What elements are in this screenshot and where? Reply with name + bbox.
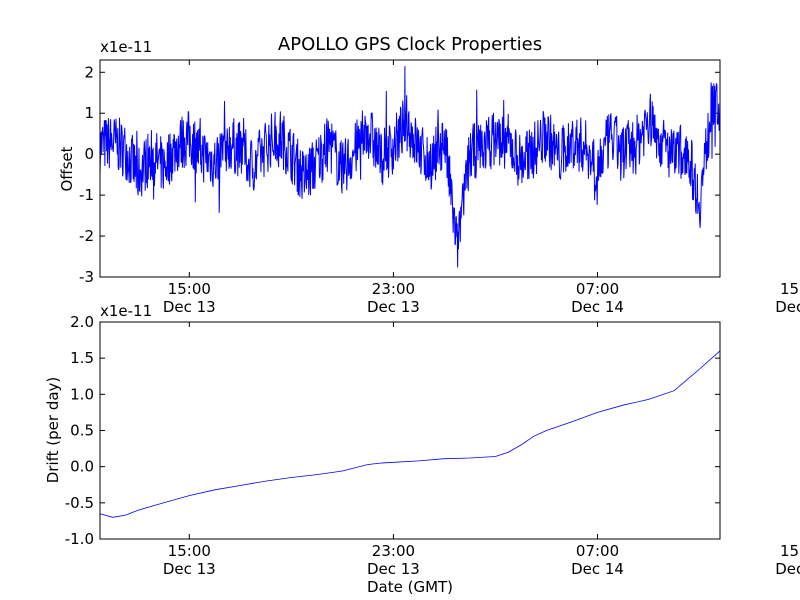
drift-plot-frame	[99, 321, 721, 540]
offset-x-tick-time: 07:00	[576, 280, 619, 298]
offset-y-axis-label: Offset	[58, 146, 76, 191]
offset-y-tick-label: 2	[84, 63, 94, 81]
drift-x-tick-date: Dec 14	[571, 560, 624, 578]
offset-panel: APOLLO GPS Clock Properties x1e-11 Offse…	[58, 34, 800, 316]
offset-x-tick-date: Dec 13	[163, 298, 216, 316]
drift-y-axis-label: Drift (per day)	[44, 377, 62, 484]
offset-y-tick-label: -3	[79, 268, 94, 286]
drift-x-tick-time: 15:00	[168, 542, 211, 560]
chart-title: APOLLO GPS Clock Properties	[278, 34, 542, 55]
offset-x-tick-date: Dec 14	[571, 298, 624, 316]
drift-y-tick-label: 0.0	[70, 458, 94, 476]
offset-x-tick-time: 15:00	[168, 280, 211, 298]
drift-series-line	[99, 322, 721, 518]
offset-x-tick-date: Dec 14	[775, 298, 800, 316]
offset-plot-frame	[99, 59, 721, 278]
drift-y-tick-label: 0.5	[70, 422, 94, 440]
drift-x-tick-time: 07:00	[576, 542, 619, 560]
offset-x-tick-time: 23:00	[372, 280, 415, 298]
offset-series-line	[99, 66, 721, 268]
offset-y-tick-label: -1	[79, 186, 94, 204]
x-axis-label: Date (GMT)	[367, 578, 453, 596]
drift-y-tick-label: 2.0	[70, 313, 94, 331]
drift-exponent-label: x1e-11	[100, 302, 152, 320]
offset-exponent-label: x1e-11	[100, 38, 152, 56]
offset-y-tick-label: 0	[84, 145, 94, 163]
drift-x-tick-date: Dec 13	[163, 560, 216, 578]
drift-x-tick-time: 23:00	[372, 542, 415, 560]
offset-y-tick-label: -2	[79, 227, 94, 245]
drift-y-tick-label: 1.0	[70, 385, 94, 403]
drift-y-tick-label: -1.0	[65, 530, 94, 548]
offset-x-tick-date: Dec 13	[367, 298, 420, 316]
drift-y-tick-label: -0.5	[65, 494, 94, 512]
drift-panel: x1e-11 Drift (per day) 2.0 1.5 1.0 0.5 0.0 -0…	[44, 302, 800, 596]
offset-y-tick-label: 1	[84, 104, 94, 122]
drift-y-tick-label: 1.5	[70, 349, 94, 367]
drift-x-tick-date: Dec 14	[775, 560, 800, 578]
offset-x-tick-time: 15:00	[780, 280, 800, 298]
drift-x-tick-time: 15:00	[780, 542, 800, 560]
drift-x-tick-date: Dec 13	[367, 560, 420, 578]
